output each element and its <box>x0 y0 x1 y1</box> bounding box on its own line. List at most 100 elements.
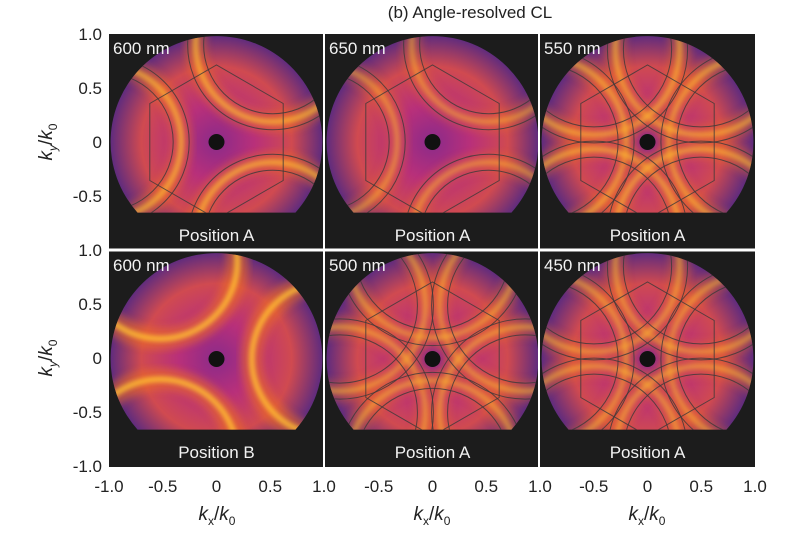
emission-band-peak <box>541 146 683 213</box>
position-label: Position B <box>178 443 255 462</box>
panel-3: 550 nm Position A <box>540 34 755 250</box>
dispersion-line <box>354 387 511 430</box>
cl-intensity-map <box>110 253 323 430</box>
dispersion-line <box>419 169 539 213</box>
x-tick-label: -0.5 <box>148 477 177 496</box>
brillouin-zone-outline <box>580 281 715 430</box>
x-axis-label-1: kx/k0 <box>199 504 236 528</box>
cl-intensity-map <box>326 253 539 430</box>
dispersion-line <box>431 253 539 400</box>
panel-5: 500 nm Position A <box>325 251 540 467</box>
center-block-dot <box>424 351 441 367</box>
panel-4: 600 nm Position B <box>109 251 324 467</box>
dispersion-line <box>403 36 539 131</box>
dispersion-line <box>110 72 174 212</box>
dispersion-line <box>187 36 323 131</box>
dispersion-line <box>541 36 689 144</box>
emission-band-peak <box>665 53 754 213</box>
panel-2: 650 nm Position A <box>325 34 540 250</box>
emission-band-peak <box>248 278 323 430</box>
emission-band-peak <box>110 61 185 213</box>
dispersion-line <box>403 153 539 213</box>
y-tick-label: 0 <box>93 133 102 152</box>
dispersion-line <box>622 156 754 213</box>
emission-band-peak <box>541 53 630 213</box>
position-label: Position A <box>179 226 255 245</box>
dispersion-line <box>541 63 619 213</box>
dispersion-line <box>431 318 539 430</box>
x-tick-label: -0.5 <box>364 477 393 496</box>
x-tick-label: 0.5 <box>689 477 713 496</box>
dispersion-line <box>541 357 689 430</box>
dispersion-line <box>338 253 527 347</box>
emission-band-peak <box>408 159 539 213</box>
emission-band-peak <box>192 36 323 125</box>
center-block-dot <box>208 134 225 150</box>
dispersion-line <box>326 56 406 213</box>
dispersion-line <box>622 253 754 345</box>
position-label: Position A <box>395 443 471 462</box>
dispersion-line <box>338 371 527 430</box>
dispersion-line <box>203 169 323 213</box>
wavelength-label: 600 nm <box>113 256 170 275</box>
dispersion-line <box>676 280 754 430</box>
axes: 1.0 0.5 0 -0.5 1.0 0.5 0 -0.5 -1.0-1.0 -0.5 0 0.5 1.… <box>73 25 767 496</box>
center-block-dot <box>424 134 441 150</box>
y-tick-label: -0.5 <box>73 403 102 422</box>
y-tick-label: -1.0 <box>73 457 102 476</box>
emission-band-peak <box>436 253 539 395</box>
x-tick-label: 1.0 <box>312 477 336 496</box>
dispersion-line <box>541 253 673 345</box>
emission-band-peak <box>110 253 241 342</box>
x-tick-label: 0 <box>212 477 221 496</box>
wavelength-label: 550 nm <box>544 39 601 58</box>
position-label: Position A <box>610 443 686 462</box>
dispersion-line <box>622 373 754 430</box>
y-tick-label: -0.5 <box>73 187 102 206</box>
center-block-dot <box>208 351 225 367</box>
y-axis-label-bottom: ky/k0 <box>36 339 60 376</box>
y-tick-label: 1.0 <box>78 25 102 44</box>
position-label: Position A <box>395 226 471 245</box>
dispersion-line <box>203 36 323 115</box>
x-tick-label: 0 <box>643 477 652 496</box>
y-tick-label: 0.5 <box>78 295 102 314</box>
dispersion-line <box>606 253 754 361</box>
x-axis-label-2: kx/k0 <box>414 504 451 528</box>
emission-band-peak <box>541 363 683 430</box>
emission-band-peak <box>110 376 241 430</box>
brillouin-zone-outline <box>580 64 715 213</box>
emission-band-peak <box>192 159 323 213</box>
emission-band-peak <box>541 36 683 138</box>
dispersion-line <box>541 47 635 213</box>
emission-band-peak <box>326 253 429 395</box>
emission-band-peak <box>612 363 754 430</box>
panel-1: 600 nm Position A <box>109 34 324 250</box>
dispersion-line <box>447 253 539 384</box>
center-block-dot <box>639 134 656 150</box>
y-tick-label: 0 <box>93 349 102 368</box>
wavelength-label: 650 nm <box>329 39 386 58</box>
dispersion-line <box>110 56 190 213</box>
cl-intensity-map <box>541 36 754 213</box>
wavelength-label: 450 nm <box>544 256 601 275</box>
dispersion-line <box>541 156 673 213</box>
y-tick-label: 0.5 <box>78 79 102 98</box>
dispersion-line <box>622 36 754 128</box>
wavelength-label: 500 nm <box>329 256 386 275</box>
dispersion-line <box>326 318 434 430</box>
dispersion-line <box>541 140 689 213</box>
dispersion-line <box>541 280 619 430</box>
panel-6: 450 nm Position A <box>540 251 755 467</box>
dispersion-line <box>606 357 754 430</box>
x-tick-label: 0.5 <box>258 477 282 496</box>
center-block-dot <box>639 351 656 367</box>
dispersion-line <box>660 264 754 430</box>
x-tick-label: -0.5 <box>579 477 608 496</box>
emission-band-peak <box>541 270 630 430</box>
x-tick-label: 1.0 <box>743 477 767 496</box>
emission-band-peak <box>343 377 522 430</box>
position-label: Position A <box>610 226 686 245</box>
emission-band-peak <box>541 253 683 355</box>
